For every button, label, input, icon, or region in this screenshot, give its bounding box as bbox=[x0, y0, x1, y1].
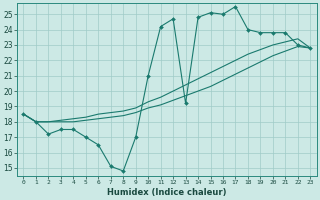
X-axis label: Humidex (Indice chaleur): Humidex (Indice chaleur) bbox=[107, 188, 227, 197]
